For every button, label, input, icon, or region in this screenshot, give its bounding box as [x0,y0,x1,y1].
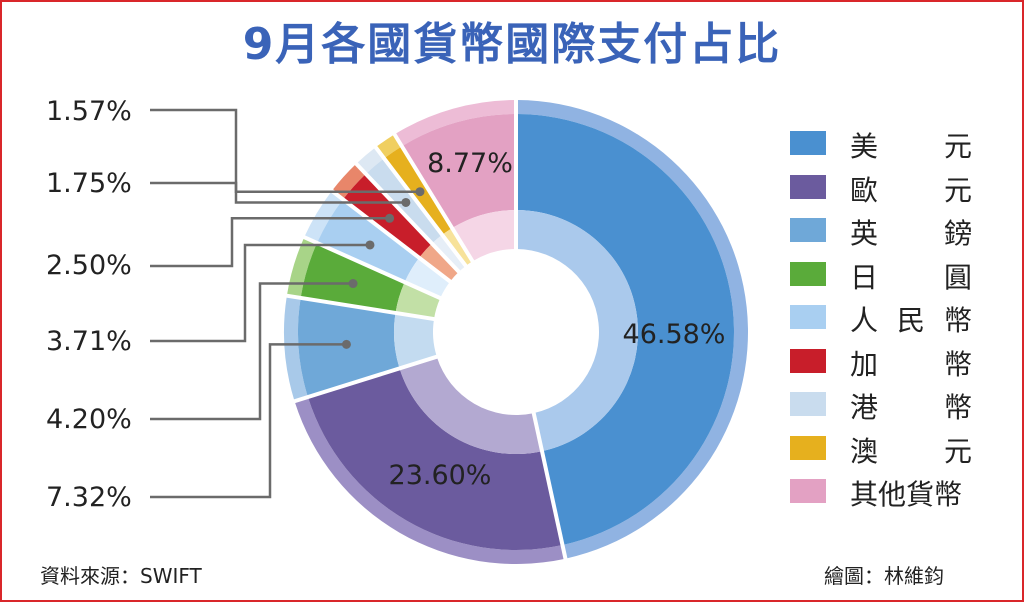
slice-main [308,369,562,551]
left-label-2: 1.75% [46,168,132,199]
slice-separator [354,161,461,274]
data-label-usd: 46.58% [623,319,726,350]
slice-inner [452,210,516,262]
legend-swatch [790,261,826,286]
legend: 美元歐元英鎊日圓人民幣加幣港幣澳元其他貨幣 [790,123,990,515]
slice-4 [287,238,441,319]
slice-outer-rim [284,297,308,400]
legend-item: 港幣 [790,384,990,428]
legend-label: 歐元 [850,173,972,207]
leader-line-6 [150,343,347,499]
legend-label: 美元 [850,130,972,163]
legend-swatch [790,218,826,242]
data-label-eur: 23.60% [389,460,492,491]
legend-label: 人民幣 [850,304,972,337]
legend-item: 澳元 [790,428,990,472]
slice-inner [432,235,466,272]
leader-line-3 [150,217,390,268]
legend-item: 其他貨幣 [790,471,990,515]
slice-outer-rim [294,398,565,565]
leader-dot-1 [415,187,425,197]
legend-label: 其他貨幣 [850,478,963,511]
slice-separator [302,234,442,301]
legend-item: 加幣 [790,341,990,385]
source-note: 資料來源：SWIFT [40,564,202,588]
slice-inner [419,244,459,282]
legend-item: 歐元 [790,167,990,211]
legend-label: 日圓 [850,260,972,294]
left-label-4: 3.71% [46,326,132,357]
slice-2 [294,357,565,565]
legend-swatch [790,305,826,329]
leader-line-2 [150,181,406,204]
slice-separator [293,354,439,404]
chart-title: 9月各國貨幣國際支付占比 [242,19,782,70]
left-label-1: 1.57% [46,96,132,127]
slice-inner [393,313,437,368]
slice-inner [442,228,473,266]
leader-line-5 [150,282,354,421]
leader-dot-5 [348,279,358,289]
leader-dot-3 [385,213,395,223]
slice-main [402,114,516,228]
leader-line-4 [150,243,370,343]
slice-inner [399,357,542,454]
slice-outer-rim [357,148,384,174]
slice-outer-rim [376,135,401,158]
slice-outer-rim [304,191,343,242]
slice-inner [516,210,638,452]
legend-label: 澳元 [850,434,972,468]
leader-dot-6 [341,339,351,349]
slice-outer-rim [332,164,365,199]
leader-dot-4 [365,240,375,250]
left-label-5: 4.20% [46,404,132,435]
slice-separator [373,145,468,268]
slice-separator [392,132,475,264]
legend-label: 加幣 [850,347,972,381]
slice-inner [404,258,450,298]
slice-inner [395,282,441,319]
legend-swatch [790,392,826,416]
left-label-3: 2.50% [46,250,132,281]
slice-separator [329,188,453,284]
legend-label: 港幣 [850,391,972,424]
slice-main [516,114,734,545]
legend-swatch [790,435,826,460]
slice-1 [516,100,749,559]
leader-dot-2 [401,197,411,207]
slice-main [300,244,405,313]
left-label-6: 7.32% [46,482,132,513]
data-label-others: 8.77% [427,148,513,179]
legend-swatch [790,174,826,199]
slice-separator [285,293,436,322]
legend-swatch [790,479,826,503]
legend-item: 人民幣 [790,297,990,341]
legend-swatch [790,348,826,373]
legend-item: 日圓 [790,254,990,298]
legend-item: 美元 [790,123,990,167]
slice-outer-rim [287,238,317,297]
slice-separator [531,411,568,561]
legend-swatch [790,131,826,155]
slice-9 [395,100,516,262]
leader-line-1 [150,108,420,193]
legend-label: 英鎊 [850,217,972,250]
slice-outer-rim [395,100,515,146]
legend-item: 英鎊 [790,210,990,254]
credit-note: 繪圖：林維鈞 [824,564,944,588]
